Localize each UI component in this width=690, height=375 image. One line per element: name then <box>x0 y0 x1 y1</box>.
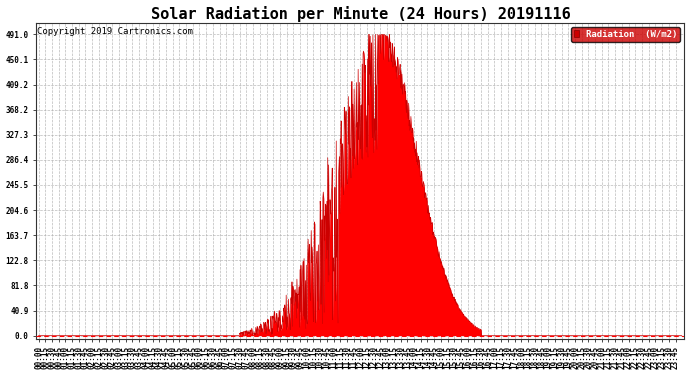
Text: Copyright 2019 Cartronics.com: Copyright 2019 Cartronics.com <box>37 27 193 36</box>
Legend: Radiation  (W/m2): Radiation (W/m2) <box>571 27 680 42</box>
Title: Solar Radiation per Minute (24 Hours) 20191116: Solar Radiation per Minute (24 Hours) 20… <box>150 6 570 21</box>
